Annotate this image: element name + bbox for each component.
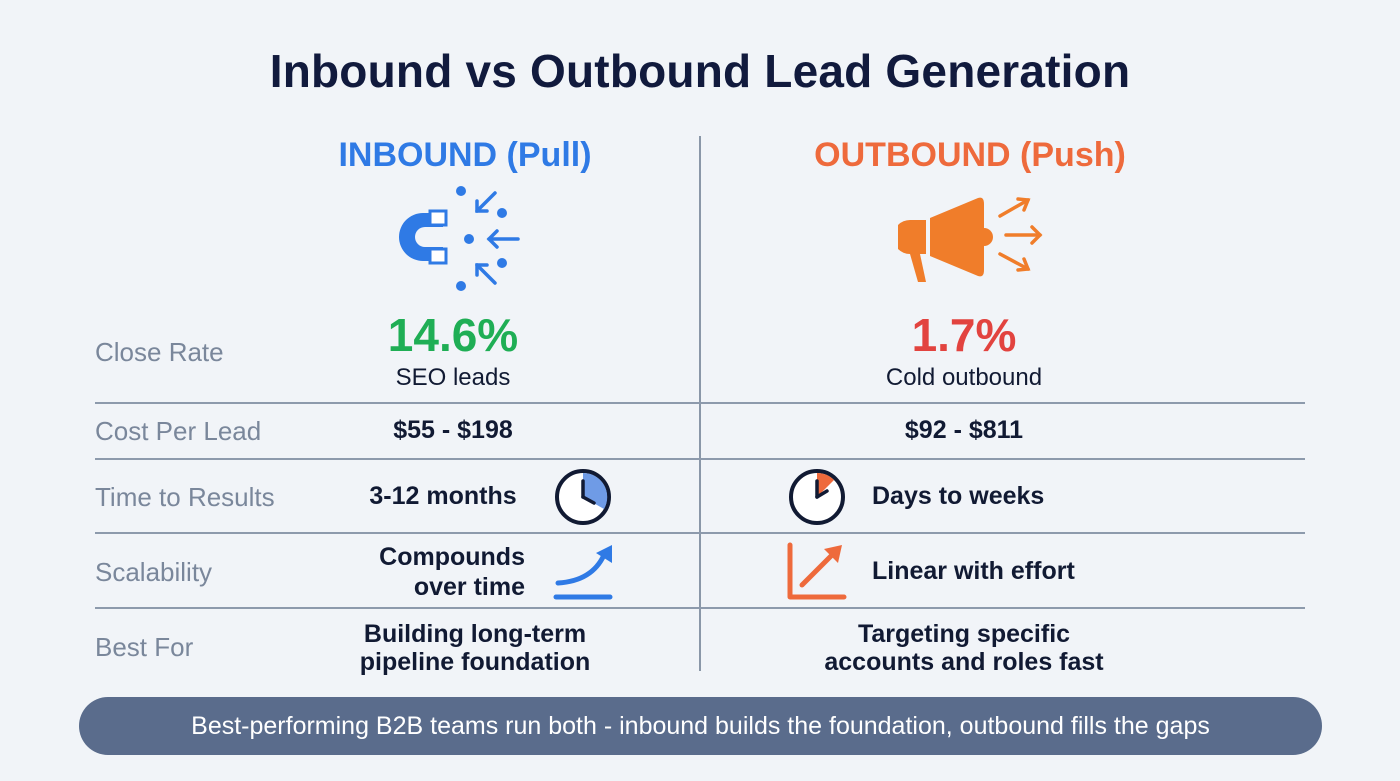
row-label-close-rate: Close Rate — [95, 337, 224, 367]
clock-icon — [553, 467, 613, 527]
outbound-close-rate-sub: Cold outbound — [885, 364, 1043, 391]
magnet-icon — [385, 183, 525, 293]
footer-text: Best-performing B2B teams run both - inb… — [191, 711, 1210, 740]
outbound-cost-per-lead: $92 - $811 — [904, 416, 1024, 444]
page-title: Inbound vs Outbound Lead Generation — [269, 45, 1131, 97]
inbound-heading: INBOUND (Pull) — [338, 136, 592, 174]
inbound-scalability-line2: over time — [413, 573, 525, 601]
curve-up-arrow-icon — [552, 541, 616, 603]
row-label-best-for: Best For — [95, 632, 194, 662]
row-label-time-to-results: Time to Results — [95, 482, 275, 512]
row-divider — [95, 458, 1305, 460]
outbound-close-rate-value: 1.7% — [911, 309, 1017, 361]
row-divider — [95, 402, 1305, 404]
inbound-close-rate-sub: SEO leads — [395, 364, 511, 391]
row-divider — [95, 607, 1305, 609]
outbound-scalability: Linear with effort — [872, 557, 1075, 585]
inbound-close-rate-value: 14.6% — [387, 309, 519, 361]
row-divider — [95, 532, 1305, 534]
row-label-scalability: Scalability — [95, 557, 213, 587]
inbound-time-to-results: 3-12 months — [369, 482, 517, 510]
outbound-best-for-line2: accounts and roles fast — [824, 648, 1104, 676]
inbound-scalability-line1: Compounds — [379, 543, 525, 571]
footer-banner: Best-performing B2B teams run both - inb… — [79, 697, 1322, 755]
outbound-time-to-results: Days to weeks — [872, 482, 1045, 510]
inbound-cost-per-lead: $55 - $198 — [393, 416, 513, 444]
clock-icon — [787, 467, 847, 527]
linear-growth-icon — [786, 541, 850, 603]
inbound-best-for-line1: Building long-term — [363, 620, 587, 648]
row-label-cost-per-lead: Cost Per Lead — [95, 416, 262, 446]
outbound-best-for-line1: Targeting specific — [857, 620, 1071, 648]
megaphone-icon — [898, 192, 1048, 287]
outbound-heading: OUTBOUND (Push) — [814, 136, 1126, 174]
inbound-best-for-line2: pipeline foundation — [359, 648, 591, 676]
